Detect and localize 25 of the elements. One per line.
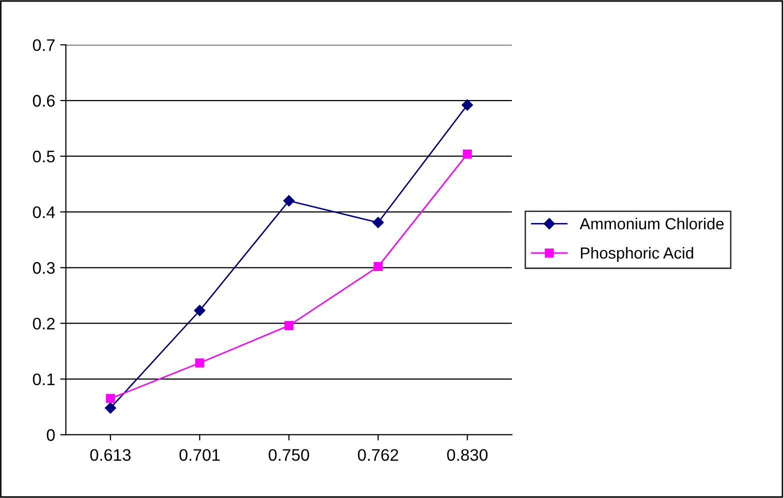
point xyxy=(283,195,295,206)
y-tick-label: 0.2 xyxy=(32,318,55,330)
point xyxy=(195,358,204,368)
x-tick-label: 0.613 xyxy=(90,449,131,461)
point xyxy=(372,216,384,228)
y-tick-label: 0.4 xyxy=(32,206,55,218)
legend-label: Ammonium Chloride xyxy=(580,218,724,230)
point xyxy=(284,321,294,330)
y-tick-label: 0.5 xyxy=(32,150,55,162)
y-tick-label: 0.7 xyxy=(32,39,55,52)
x-tick-label: 0.830 xyxy=(447,449,488,461)
point xyxy=(194,304,206,316)
y-tick-label: 0.6 xyxy=(32,94,55,107)
point xyxy=(106,394,115,404)
y-tick-label: 0.1 xyxy=(32,373,55,386)
point xyxy=(104,402,116,414)
y-tick-label: 0.3 xyxy=(32,262,55,274)
y-tick-label: 0 xyxy=(46,429,55,441)
legend-label: Phosphoric Acid xyxy=(580,246,694,262)
point xyxy=(462,99,473,111)
x-tick-label: 0.701 xyxy=(179,449,220,461)
point xyxy=(374,262,383,272)
x-tick-label: 0.750 xyxy=(268,449,310,461)
point xyxy=(462,149,472,159)
x-tick-label: 0.762 xyxy=(358,449,398,461)
